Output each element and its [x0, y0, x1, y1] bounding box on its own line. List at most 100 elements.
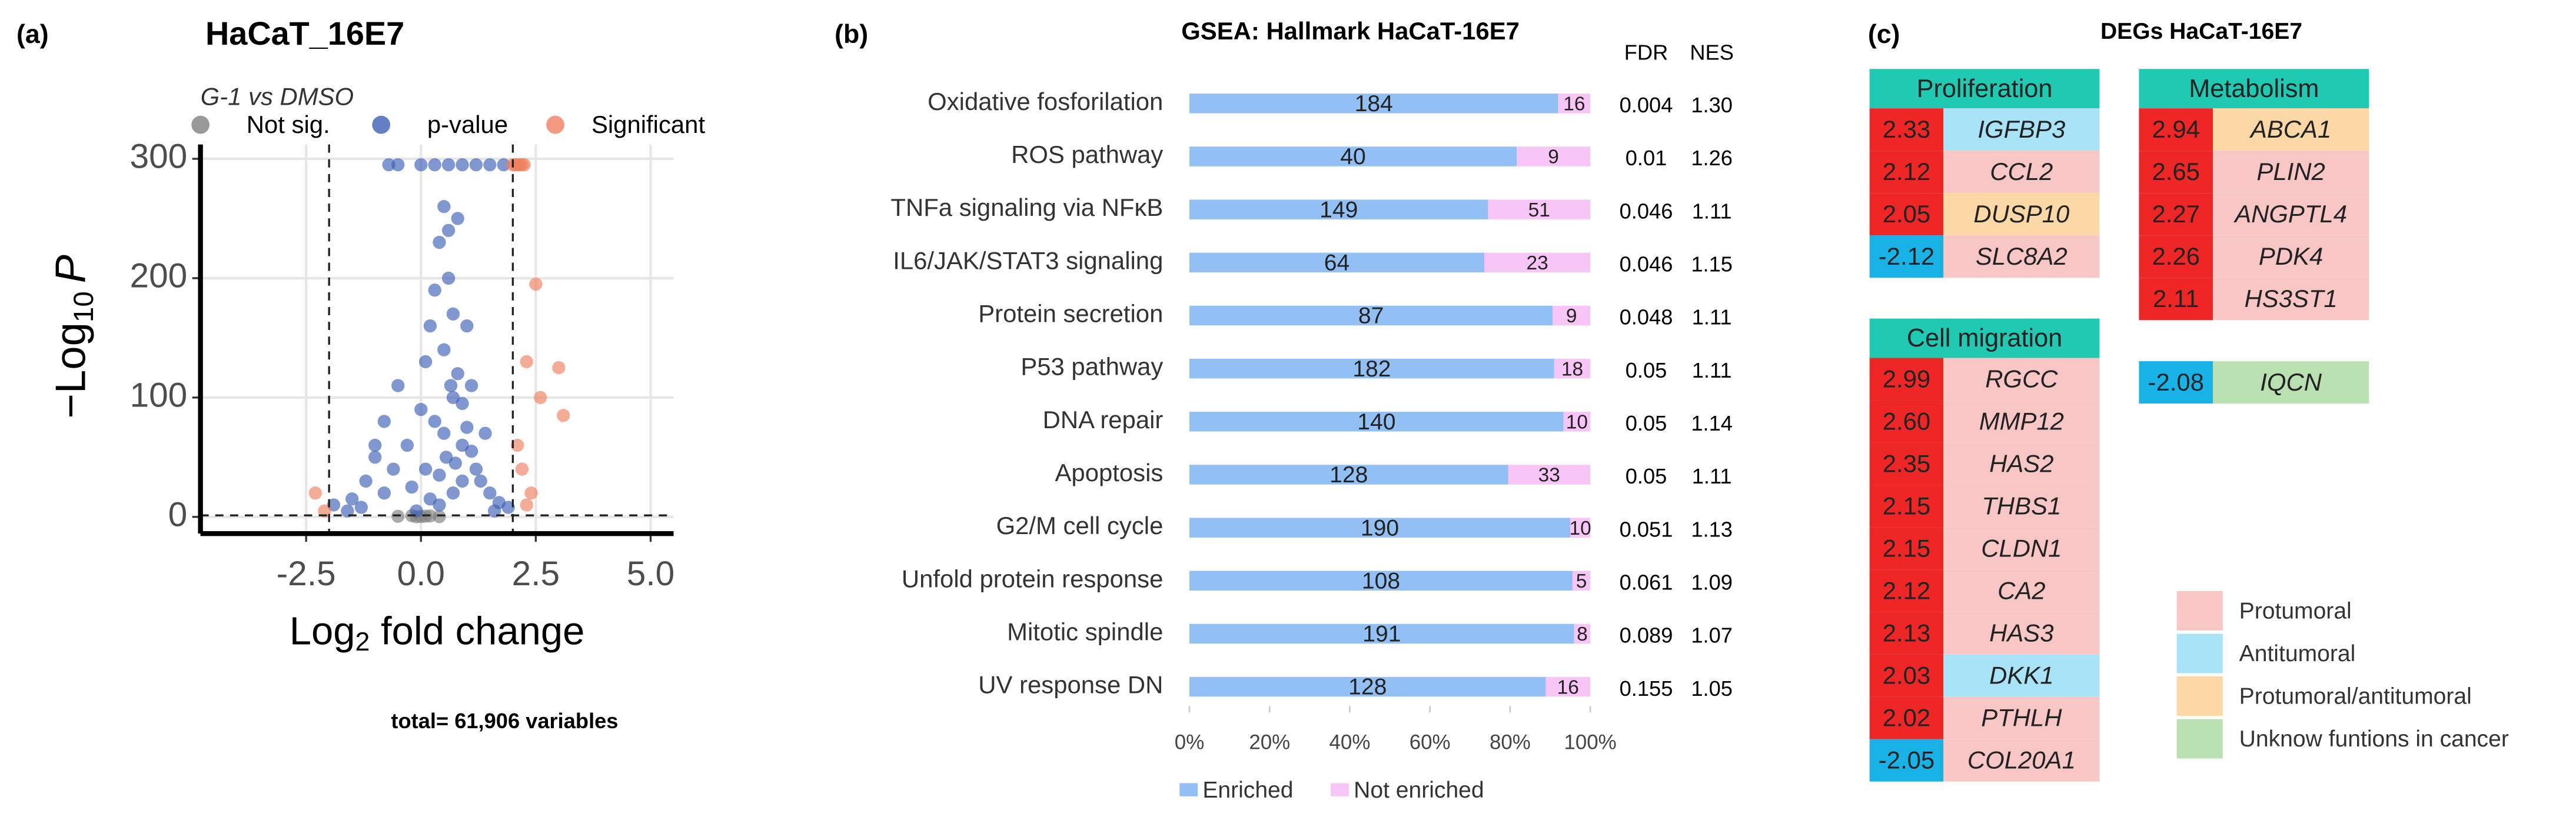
point: [391, 379, 405, 392]
gene-cell: [1943, 235, 2100, 278]
bar-segment: [1553, 305, 1591, 326]
x-tick-label: 40%: [1329, 731, 1371, 754]
group-title: Metabolism: [2189, 75, 2319, 103]
gene-cell: [2213, 193, 2369, 236]
gene-text: HAS2: [1989, 449, 2053, 477]
point: [474, 474, 487, 488]
table-cell: 1.30: [1691, 93, 1733, 117]
value-text: 2.02: [1883, 704, 1930, 732]
group-title: Cell migration: [1907, 324, 2062, 352]
group-header: [1869, 69, 2100, 109]
value-text: 2.27: [2152, 200, 2199, 228]
legend-swatch: [191, 115, 210, 134]
table-cell: 0.046: [1620, 199, 1673, 223]
y-tick-label: 200: [130, 256, 188, 295]
category-label: IL6/JAK/STAT3 signaling: [893, 246, 1163, 274]
x-tick-label: 100%: [1564, 731, 1617, 754]
bar-segment: [1558, 94, 1591, 114]
value-text: 2.35: [1883, 449, 1930, 477]
point: [423, 319, 437, 333]
legend-label: Protumoral/antitumoral: [2239, 684, 2472, 709]
point: [487, 504, 501, 518]
gene-text: HS3ST1: [2245, 285, 2338, 312]
point: [414, 158, 428, 172]
value-text: 2.15: [1883, 492, 1930, 519]
value-cell: [1869, 400, 1944, 443]
table-cell: 0.089: [1620, 623, 1673, 648]
bar-segment: [1189, 623, 1574, 644]
gene-text: ABCA1: [2249, 115, 2331, 143]
gene-cell: [2213, 151, 2369, 194]
point: [368, 438, 382, 452]
point: [410, 504, 423, 518]
gene-text: CA2: [1997, 576, 2045, 604]
legend-label: Not enriched: [1354, 778, 1484, 803]
value-cell: [1869, 485, 1944, 528]
gene-cell: [1943, 108, 2100, 151]
bar-segment: [1189, 571, 1573, 591]
y-axis-label: −Log10 P: [47, 255, 99, 419]
point: [456, 474, 469, 488]
panel-title: DEGs HaCaT-16E7: [2100, 19, 2302, 44]
x-axis-label-sub: 2: [355, 628, 370, 656]
panel-label: (a): [16, 20, 49, 49]
chart-title: GSEA: Hallmark HaCaT-16E7: [1181, 17, 1520, 45]
x-axis-label-part: Log: [290, 609, 355, 653]
value-label: 128: [1329, 462, 1368, 488]
x-tick-label: 20%: [1249, 731, 1290, 754]
table-cell: 1.05: [1691, 676, 1733, 701]
point: [497, 158, 510, 172]
point: [448, 456, 462, 470]
value-text: 2.15: [1883, 534, 1930, 562]
legend-swatch: [2176, 719, 2223, 759]
y-tick-label: 300: [130, 137, 188, 175]
gene-cell: [1943, 193, 2100, 236]
point: [441, 224, 456, 237]
value-label: 190: [1361, 515, 1399, 541]
legend-label: Protumoral: [2239, 598, 2352, 623]
point: [451, 212, 464, 225]
value-cell: [1869, 193, 1944, 236]
bar-segment: [1189, 305, 1553, 326]
value-label: 9: [1566, 305, 1577, 327]
point: [469, 158, 483, 172]
category-label: P53 pathway: [1021, 353, 1163, 381]
value-text: 2.26: [2152, 242, 2199, 270]
point: [552, 361, 566, 375]
legend-swatch: [1179, 783, 1198, 796]
bar-segment: [1570, 518, 1591, 538]
annotation: total= 61,906 variables: [391, 709, 618, 733]
point: [557, 409, 570, 422]
gene-cell: [2213, 278, 2369, 321]
value-label: 87: [1358, 304, 1384, 329]
legend-swatch: [2176, 633, 2223, 673]
value-cell: [1869, 527, 1944, 570]
point: [318, 504, 331, 518]
gene-text: DUSP10: [1973, 200, 2069, 228]
x-axis-label-part: fold change: [370, 609, 584, 653]
value-text: -2.12: [1879, 242, 1935, 270]
bar-segment: [1189, 94, 1558, 114]
x-tick-label: 0.0: [397, 555, 445, 593]
value-label: 108: [1362, 568, 1400, 593]
gene-text: RGCC: [1985, 365, 2058, 392]
point: [444, 379, 458, 392]
legend-swatch: [546, 115, 564, 134]
point: [387, 462, 400, 476]
panel-label: (b): [835, 20, 868, 49]
value-text: 2.65: [2152, 158, 2199, 185]
point: [464, 379, 478, 392]
value-label: 149: [1319, 197, 1358, 222]
table-cell: 0.046: [1620, 252, 1673, 276]
point: [446, 307, 460, 321]
value-label: 182: [1352, 356, 1391, 382]
bar-segment: [1545, 676, 1591, 697]
bar-segment: [1189, 518, 1571, 538]
value-cell: [2139, 151, 2213, 194]
point: [451, 367, 464, 381]
gene-text: PDK4: [2259, 242, 2323, 270]
table-cell: 0.05: [1626, 464, 1667, 488]
value-label: 140: [1357, 409, 1395, 435]
panel-label: (c): [1868, 20, 1900, 49]
category-label: Apoptosis: [1055, 459, 1164, 486]
